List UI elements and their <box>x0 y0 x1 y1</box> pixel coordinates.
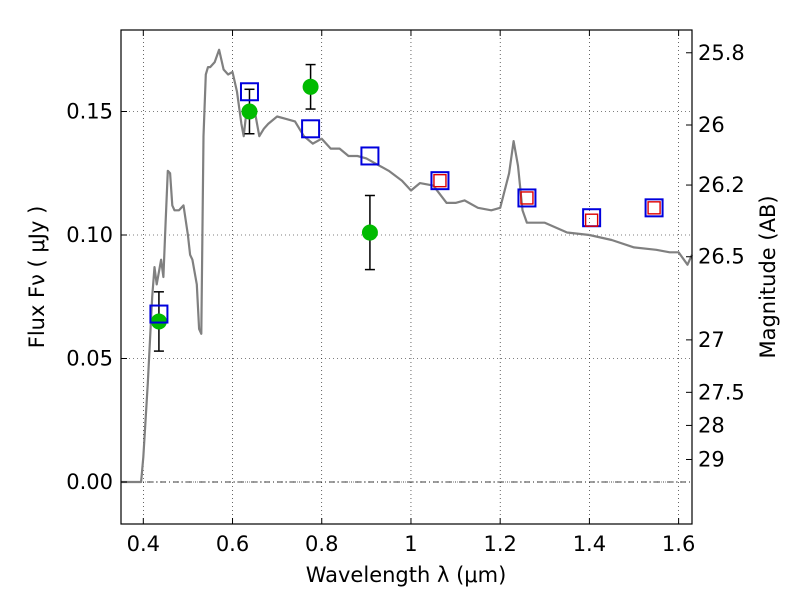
magnitude-axis-label: Magnitude (AB) <box>756 195 780 358</box>
model-photometry-blue-square <box>517 188 537 208</box>
y-tick-label: 0.10 <box>66 223 113 247</box>
y-tick-label: 0.15 <box>66 100 113 124</box>
y-tick-label: 0.05 <box>66 347 113 371</box>
x-tick-label: 1.4 <box>573 532 606 556</box>
magnitude-tick-label: 26 <box>698 113 725 137</box>
model-photometry-blue-square <box>644 198 664 218</box>
magnitude-tick-label: 27.5 <box>698 380 745 404</box>
model-photometry-blue-square <box>239 82 259 102</box>
model-photometry-blue-square <box>430 171 450 191</box>
model-photometry-blue-square <box>149 304 169 324</box>
observed-point <box>302 78 319 95</box>
magnitude-tick-label: 26.5 <box>698 245 745 269</box>
magnitude-tick-label: 27 <box>698 328 725 352</box>
magnitude-axis-ticks: 25.8 26 26.2 26.5 27 27.5 28 29 <box>686 41 745 471</box>
model-photometry-red-square <box>520 191 534 205</box>
model-spectrum <box>121 48 694 484</box>
model-photometry-blue-square <box>301 119 321 139</box>
x-axis-ticks: 0.4 0.6 0.8 1 1.2 1.4 1.6 <box>127 30 695 556</box>
plot-frame <box>120 29 693 525</box>
x-tick-label: 1.6 <box>662 532 695 556</box>
model-spectrum-line <box>121 48 694 484</box>
grid-lines <box>121 30 692 524</box>
x-tick-label: 1 <box>404 532 417 556</box>
y-axis-label: Flux Fν ( μJy ) <box>25 206 49 349</box>
magnitude-tick-label: 26.2 <box>698 173 745 197</box>
magnitude-tick-label: 28 <box>698 413 725 437</box>
model-photometry-red-square <box>647 201 661 215</box>
magnitude-tick-label: 25.8 <box>698 41 745 65</box>
y-tick-label: 0.00 <box>66 470 113 494</box>
x-axis-label: Wavelength λ (μm) <box>306 563 507 587</box>
magnitude-tick-label: 29 <box>698 447 725 471</box>
model-photometry-markers <box>149 82 664 324</box>
x-tick-label: 0.8 <box>305 532 338 556</box>
x-tick-label: 0.6 <box>216 532 249 556</box>
model-photometry-red-square <box>433 173 447 188</box>
observed-point <box>241 103 258 120</box>
observed-point <box>150 313 167 330</box>
observed-point <box>361 224 378 241</box>
x-tick-label: 1.2 <box>483 532 516 556</box>
y-axis-ticks: 0.00 0.05 0.10 0.15 <box>66 100 127 494</box>
x-tick-label: 0.4 <box>127 532 160 556</box>
model-photometry-blue-square <box>360 146 380 166</box>
model-photometry-red-square <box>584 213 599 227</box>
observed-points <box>150 63 378 352</box>
